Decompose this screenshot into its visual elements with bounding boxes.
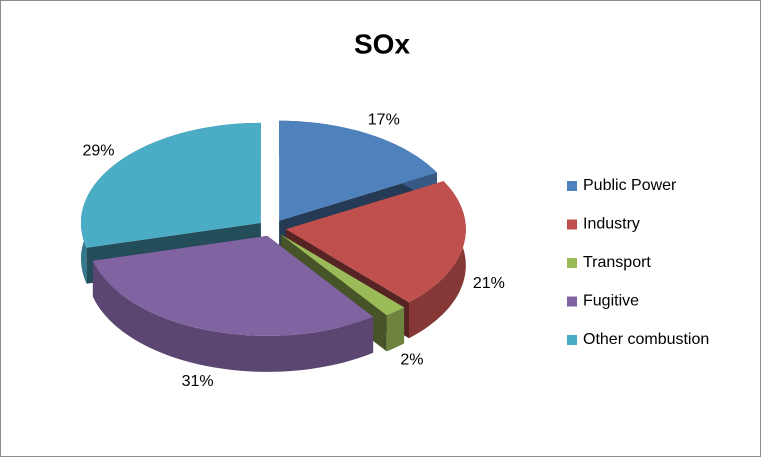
slice-side [92,260,374,372]
slice [279,120,437,221]
data-label: 31% [182,373,214,390]
legend-swatch [567,258,577,268]
data-label: 29% [82,143,114,160]
slice-side [386,307,405,352]
legend-label: Fugitive [583,293,639,310]
slice [280,234,405,316]
legend-swatch [567,335,577,345]
data-label: 21% [473,275,505,292]
legend-swatch [567,219,577,230]
legend-label: Industry [583,216,640,233]
slice [285,181,466,303]
slice [81,122,261,248]
legend-label: Other combustion [583,331,709,348]
legend-label: Public Power [583,177,677,194]
data-label: 17% [368,112,400,129]
legend-label: Transport [583,254,651,271]
legend-swatch [567,296,577,307]
chart-title: SOx [354,28,410,59]
slice [92,235,374,336]
legend-swatch [567,181,577,191]
data-label: 2% [400,352,423,369]
